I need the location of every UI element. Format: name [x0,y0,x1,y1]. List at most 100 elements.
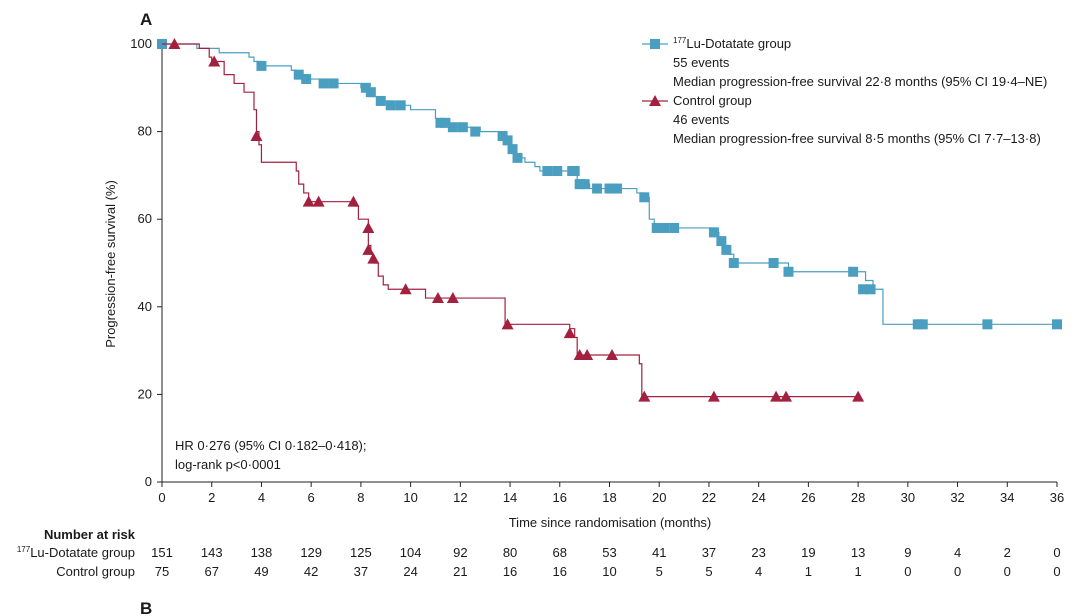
censor-mark-square [579,179,590,190]
censor-mark-square [457,122,468,133]
risk-value: 129 [300,545,322,560]
x-tick-label: 6 [308,490,315,505]
risk-table-values: 151 143 138 129 125 104 92 80 68 53 41 37 23 19 13 9 4 2 0… [151,545,1060,579]
risk-value: 10 [602,564,616,579]
risk-value: 16 [553,564,567,579]
censor-mark-square [592,183,603,194]
risk-value: 151 [151,545,173,560]
risk-value: 13 [851,545,865,560]
risk-value: 125 [350,545,372,560]
y-tick-label: 100 [130,36,152,51]
chart-series [157,38,1062,402]
censor-mark-triangle [431,292,444,304]
risk-value: 92 [453,545,467,560]
risk-value: 37 [354,564,368,579]
risk-value: 21 [453,564,467,579]
x-tick-label: 30 [901,490,915,505]
legend-series-1-main: Lu-Dotatate group [686,36,791,51]
censor-mark-square [721,244,732,255]
censor-mark-square [651,222,662,233]
x-tick-label: 36 [1050,490,1064,505]
risk-value: 37 [702,545,716,560]
risk-value: 104 [400,545,422,560]
risk-row-2-label: Control group [56,564,135,579]
y-tick-label: 40 [138,299,152,314]
x-tick-label: 24 [751,490,765,505]
censor-mark-square [708,227,719,238]
risk-value: 53 [602,545,616,560]
censor-mark-triangle [501,318,514,330]
censor-mark-square [917,319,928,330]
risk-value: 24 [403,564,417,579]
x-tick-label: 20 [652,490,666,505]
y-tick-label: 0 [145,474,152,489]
risk-value: 16 [503,564,517,579]
censor-mark-square [569,166,580,177]
risk-row-1-label: 177Lu-Dotatate group [17,545,135,560]
censor-mark-square [982,319,993,330]
censor-mark-square [858,284,869,295]
censor-mark-square [328,78,339,89]
legend-series-1-median: Median progression-free survival 22·8 mo… [673,74,1047,89]
censor-mark-square [848,266,859,277]
censor-mark-square [507,144,518,155]
censor-mark-triangle [780,390,793,402]
censor-mark-triangle [581,348,594,360]
risk-value: 68 [553,545,567,560]
censor-mark-triangle [250,129,263,141]
legend-series-1-events: 55 events [673,55,730,70]
risk-value: 1 [805,564,812,579]
censor-mark-square [659,222,670,233]
risk-value: 4 [954,545,961,560]
risk-value: 42 [304,564,318,579]
y-tick-label: 80 [138,124,152,139]
x-tick-label: 34 [1000,490,1014,505]
x-tick-label: 28 [851,490,865,505]
legend-series-2-median: Median progression-free survival 8·5 mon… [673,131,1041,146]
censor-mark-square [502,135,513,146]
hr-annotation: HR 0·276 (95% CI 0·182–0·418); [175,438,367,453]
x-tick-label: 26 [801,490,815,505]
censor-mark-square [470,126,481,137]
risk-value: 23 [751,545,765,560]
censor-mark-triangle [399,283,412,295]
censor-mark-square [669,222,680,233]
censor-mark-square [375,95,386,106]
censor-mark-square [293,69,304,80]
x-tick-label: 22 [702,490,716,505]
risk-value: 0 [1053,545,1060,560]
risk-value: 75 [155,564,169,579]
censor-mark-triangle [638,390,651,402]
censor-mark-triangle [302,195,315,207]
legend-series-2-name: Control group [673,93,752,108]
legend: 177Lu-Dotatate group 55 events Median pr… [642,36,1047,146]
x-tick-label: 32 [950,490,964,505]
risk-row-1-main: Lu-Dotatate group [30,545,135,560]
censor-mark-square [552,166,563,177]
censor-mark-square [865,284,876,295]
x-tick-label: 12 [453,490,467,505]
risk-value: 0 [1053,564,1060,579]
legend-series-1-sup: 177 [673,36,687,45]
x-tick-label: 2 [208,490,215,505]
y-tick-label: 20 [138,386,152,401]
censor-mark-triangle [362,243,375,255]
x-tick-label: 10 [403,490,417,505]
censor-mark-triangle [367,252,380,264]
x-axis-label: Time since randomisation (months) [509,515,712,530]
censor-mark-triangle [852,390,865,402]
censor-mark-square [301,74,312,85]
censor-mark-square [395,100,406,111]
risk-value: 138 [251,545,273,560]
censor-mark-square [318,78,329,89]
censor-mark-triangle [707,390,720,402]
censor-mark-square [542,166,553,177]
legend-marker-triangle [649,95,661,106]
censor-mark-triangle [605,348,618,360]
censor-mark-square [604,183,615,194]
risk-value: 2 [1004,545,1011,560]
censor-mark-triangle [770,390,783,402]
risk-table-title: Number at risk [44,527,136,542]
risk-value: 1 [854,564,861,579]
censor-mark-square [768,258,779,268]
